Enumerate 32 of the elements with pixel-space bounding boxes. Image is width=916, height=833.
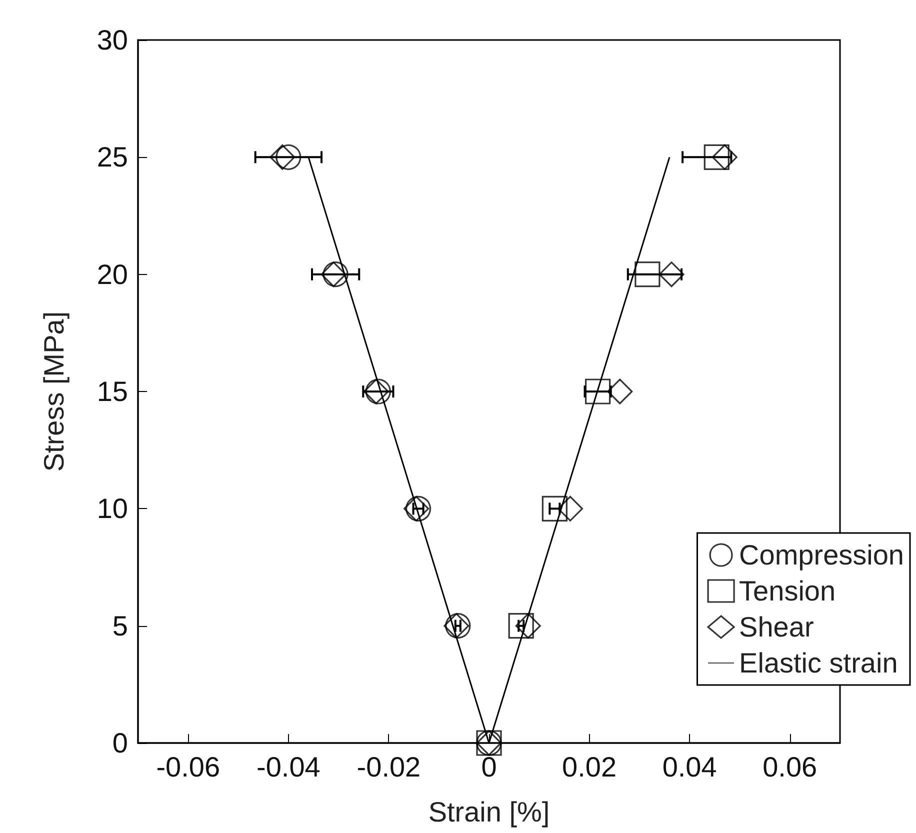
- point: [704, 144, 730, 170]
- x-tick-label: 0.06: [762, 752, 818, 782]
- point: [515, 613, 541, 639]
- y-axis-title: Stress [MPa]: [38, 311, 70, 472]
- point: [508, 613, 534, 639]
- x-tick-label: -0.06: [156, 752, 220, 782]
- point: [658, 262, 684, 288]
- legend-label: Shear: [739, 612, 814, 642]
- y-tick-label: 5: [112, 610, 128, 642]
- point: [276, 144, 302, 170]
- x-tick-label: -0.04: [256, 752, 320, 782]
- y-tick-label: 20: [96, 258, 128, 290]
- x-tick-label: -0.02: [356, 752, 421, 782]
- y-tick-label: 10: [96, 493, 128, 524]
- y-tick-label: 25: [96, 142, 128, 173]
- point: [270, 144, 296, 170]
- point: [585, 378, 611, 404]
- x-tick-label: 0.02: [562, 752, 617, 782]
- x-tick-label: 0: [481, 752, 497, 782]
- point: [542, 496, 568, 522]
- point: [712, 144, 738, 170]
- point: [607, 378, 633, 404]
- y-tick-label: 30: [96, 24, 128, 56]
- point: [557, 496, 584, 522]
- x-axis-title: Strain [%]: [428, 796, 550, 828]
- x-tick-label: 0.04: [662, 752, 717, 782]
- y-tick-label: 0: [112, 728, 128, 758]
- point: [634, 262, 660, 288]
- legend-label: Tension: [739, 576, 836, 606]
- legend-label: Compression: [739, 540, 904, 570]
- legend-label: Elastic strain: [739, 648, 898, 678]
- y-tick-label: 15: [96, 376, 128, 407]
